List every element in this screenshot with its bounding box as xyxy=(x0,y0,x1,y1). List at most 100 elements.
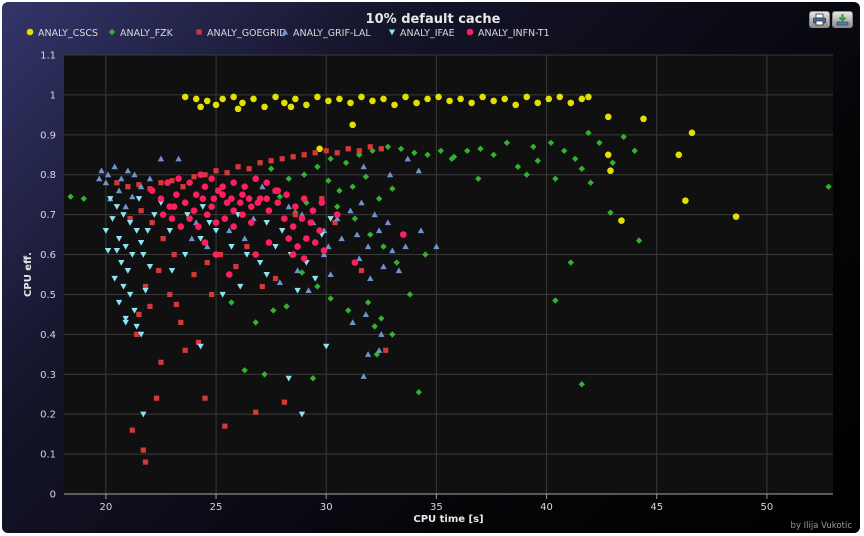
data-point xyxy=(120,283,127,290)
data-point xyxy=(512,101,520,109)
data-point xyxy=(212,228,220,234)
data-point xyxy=(596,139,603,146)
data-point xyxy=(212,101,220,109)
data-point xyxy=(147,303,153,310)
data-point xyxy=(225,271,233,278)
data-point xyxy=(133,323,140,330)
data-point xyxy=(197,343,204,350)
data-point xyxy=(268,158,274,164)
data-point xyxy=(413,99,420,107)
series-analy-grif-lal xyxy=(96,155,440,379)
data-point xyxy=(303,199,310,206)
data-point xyxy=(338,235,345,242)
data-point xyxy=(236,199,244,206)
data-point xyxy=(389,331,396,338)
data-point xyxy=(135,196,143,202)
x-tick-label: 35 xyxy=(430,502,443,513)
print-button[interactable] xyxy=(809,11,830,28)
data-point xyxy=(300,171,308,178)
data-point xyxy=(142,459,149,465)
data-point xyxy=(281,215,288,222)
x-tick-label: 40 xyxy=(540,502,553,513)
data-point xyxy=(102,228,110,234)
data-point xyxy=(234,105,242,113)
data-point xyxy=(327,155,334,162)
data-point xyxy=(256,259,264,266)
data-point xyxy=(490,151,497,158)
legend-item: ANALY_GOEGRID xyxy=(196,28,287,39)
data-point xyxy=(241,235,248,242)
data-point xyxy=(490,97,497,105)
data-point xyxy=(290,154,296,160)
data-point xyxy=(530,143,537,150)
data-point xyxy=(167,291,173,298)
data-point xyxy=(212,219,220,226)
x-axis-title: CPU time [s] xyxy=(413,514,483,525)
data-point xyxy=(289,251,297,258)
data-point xyxy=(318,199,326,206)
data-point xyxy=(349,319,356,325)
data-point xyxy=(640,115,647,123)
data-point xyxy=(230,179,237,187)
data-point xyxy=(197,236,204,242)
data-point xyxy=(115,187,123,194)
series-analy-cscs xyxy=(181,93,740,224)
data-point xyxy=(283,191,290,198)
data-point xyxy=(270,307,277,314)
data-point xyxy=(188,235,195,242)
legend-label: ANALY_IFAE xyxy=(400,28,455,39)
data-point xyxy=(210,195,218,202)
data-point xyxy=(168,267,176,274)
legend-item: ANALY_INFN-T1 xyxy=(466,28,550,39)
plot-area xyxy=(64,55,833,494)
data-point xyxy=(375,347,383,353)
data-point xyxy=(129,251,136,258)
data-point xyxy=(138,208,144,214)
data-point xyxy=(415,167,422,174)
y-tick-label: 0.5 xyxy=(40,290,56,301)
data-point xyxy=(336,95,343,103)
data-point xyxy=(272,275,279,282)
data-point xyxy=(424,95,431,103)
data-point xyxy=(171,251,177,258)
data-point xyxy=(120,212,127,218)
data-point xyxy=(375,227,383,234)
data-point xyxy=(245,195,253,202)
data-point xyxy=(131,307,138,314)
legend-item: ANALY_GRIF-LAL xyxy=(281,28,371,39)
data-point xyxy=(213,168,219,174)
data-point xyxy=(402,93,409,101)
data-point xyxy=(208,203,215,210)
data-point xyxy=(347,207,354,214)
export-button[interactable] xyxy=(832,11,853,28)
data-point xyxy=(281,399,287,405)
data-point xyxy=(635,237,643,244)
data-point xyxy=(305,287,312,294)
data-point xyxy=(265,207,273,214)
data-point xyxy=(250,95,257,103)
legend-label: ANALY_INFN-T1 xyxy=(478,28,550,39)
data-point xyxy=(446,97,453,105)
data-point xyxy=(279,156,285,162)
data-point xyxy=(323,343,330,350)
data-point xyxy=(137,331,145,338)
data-point xyxy=(244,243,250,250)
y-axis-title: CPU eff. xyxy=(23,252,34,297)
data-point xyxy=(585,93,592,101)
data-point xyxy=(314,93,321,101)
data-point xyxy=(252,319,259,326)
data-point xyxy=(369,97,376,105)
data-point xyxy=(351,215,359,222)
data-point xyxy=(364,351,372,357)
data-point xyxy=(323,148,329,154)
data-point xyxy=(203,97,211,105)
data-point xyxy=(122,315,129,322)
data-point xyxy=(140,411,147,418)
data-point xyxy=(311,275,319,282)
data-point xyxy=(560,147,568,154)
data-point xyxy=(383,347,389,353)
data-point xyxy=(104,247,112,254)
data-point xyxy=(137,240,145,246)
data-point xyxy=(67,193,74,200)
